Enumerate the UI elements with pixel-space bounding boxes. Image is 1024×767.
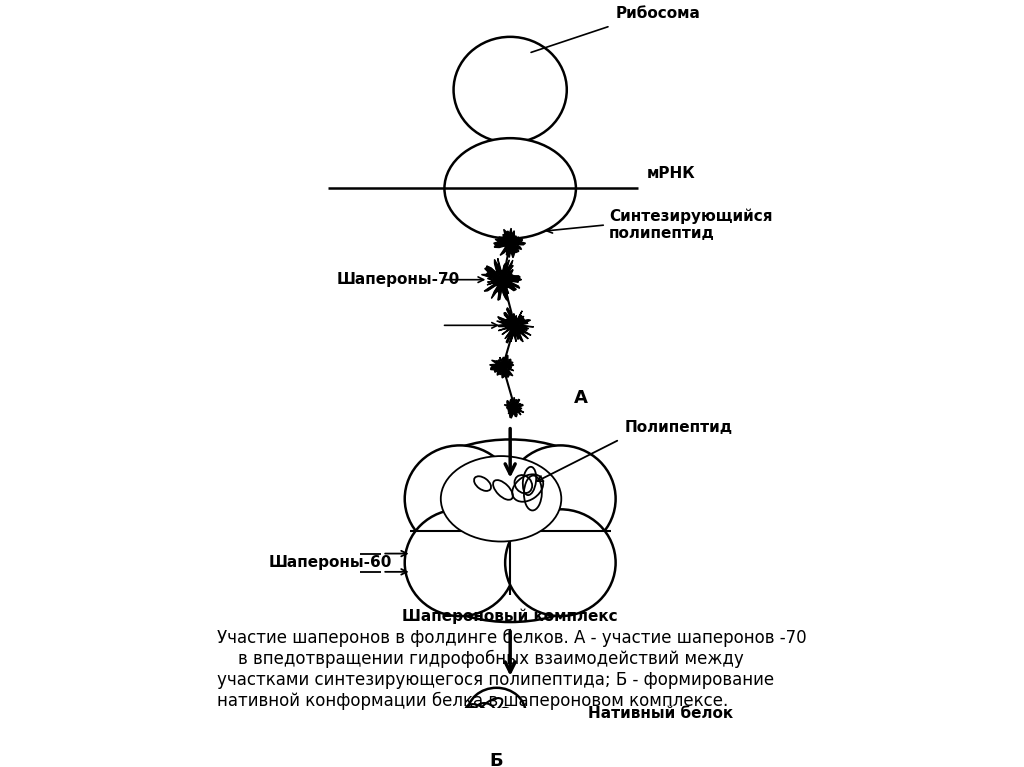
Ellipse shape bbox=[410, 439, 610, 558]
Polygon shape bbox=[504, 397, 524, 418]
Ellipse shape bbox=[505, 509, 615, 616]
Text: Рибосома: Рибосома bbox=[615, 6, 700, 21]
Ellipse shape bbox=[404, 446, 515, 552]
Ellipse shape bbox=[444, 138, 575, 239]
Text: мРНК: мРНК bbox=[647, 166, 696, 181]
Text: Синтезирующийся
полипептид: Синтезирующийся полипептид bbox=[609, 209, 772, 242]
Polygon shape bbox=[481, 258, 521, 301]
Text: Участие шаперонов в фолдинге белков. А - участие шаперонов -70
    в впедотвраще: Участие шаперонов в фолдинге белков. А -… bbox=[217, 628, 807, 709]
Polygon shape bbox=[494, 228, 525, 258]
Ellipse shape bbox=[404, 509, 515, 616]
Text: А: А bbox=[574, 390, 588, 407]
Ellipse shape bbox=[505, 446, 615, 552]
Text: Б: Б bbox=[489, 752, 503, 767]
Ellipse shape bbox=[467, 688, 525, 739]
Polygon shape bbox=[489, 355, 514, 378]
Text: Шапероны-70: Шапероны-70 bbox=[337, 272, 460, 287]
Text: Шапероны-60: Шапероны-60 bbox=[268, 555, 391, 570]
Polygon shape bbox=[497, 308, 534, 343]
Ellipse shape bbox=[440, 456, 561, 542]
Text: Шапероновый комплекс: Шапероновый комплекс bbox=[402, 608, 618, 624]
Text: Нативный белок: Нативный белок bbox=[588, 706, 733, 721]
Text: Полипептид: Полипептид bbox=[625, 420, 732, 435]
Ellipse shape bbox=[454, 37, 566, 143]
Ellipse shape bbox=[410, 503, 610, 622]
